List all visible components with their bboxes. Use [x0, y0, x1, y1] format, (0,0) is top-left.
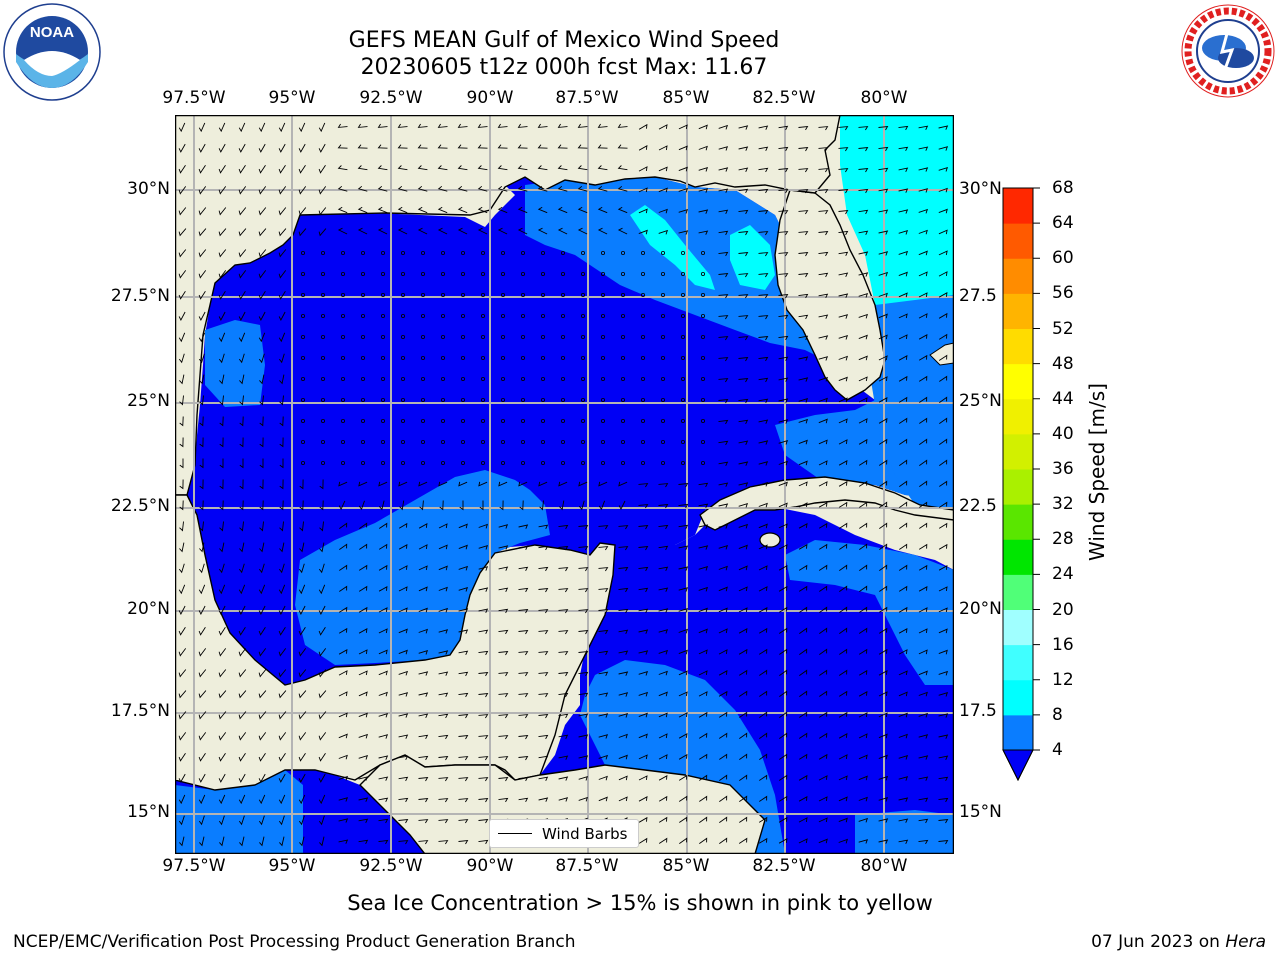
- lon-label-top: 97.5°W: [162, 88, 225, 108]
- colorbar-tick: 16: [1052, 635, 1074, 655]
- lon-label-top: 80°W: [861, 88, 908, 108]
- lat-label-left: 17.5°N: [111, 701, 170, 721]
- chart-title: GEFS MEAN Gulf of Mexico Wind Speed: [0, 28, 1128, 54]
- colorbar-segment: [1003, 258, 1033, 294]
- colorbar-segment: [1003, 504, 1033, 540]
- colorbar-tick: 32: [1052, 494, 1074, 514]
- footer-date: 07 Jun 2023 on Hera: [1091, 932, 1266, 952]
- lat-label-right: 20°N: [959, 599, 1002, 619]
- lon-label-bottom: 97.5°W: [162, 856, 225, 876]
- speed-zone-4-8: [205, 320, 265, 407]
- colorbar-tick: 36: [1052, 459, 1074, 479]
- colorbar-segment: [1003, 469, 1033, 505]
- colorbar-tick: 60: [1052, 248, 1074, 268]
- colorbar-tick: 56: [1052, 283, 1074, 303]
- island-land: [760, 533, 780, 547]
- colorbar-tick: 40: [1052, 424, 1074, 444]
- lon-label-top: 82.5°W: [752, 88, 815, 108]
- lon-label-bottom: 87.5°W: [555, 856, 618, 876]
- lat-label-left: 27.5°N: [111, 286, 170, 306]
- colorbar-tick: 28: [1052, 529, 1074, 549]
- lon-label-bottom: 90°W: [467, 856, 514, 876]
- lat-label-right: 27.5: [959, 286, 997, 306]
- lon-label-bottom: 92.5°W: [359, 856, 422, 876]
- colorbar-tick: 48: [1052, 354, 1074, 374]
- colorbar-segment: [1003, 329, 1033, 365]
- wind-barbs-legend: Wind Barbs: [489, 819, 639, 848]
- lon-label-top: 85°W: [663, 88, 710, 108]
- colorbar-under-arrow: [1003, 750, 1033, 780]
- nws-logo: [1178, 2, 1278, 100]
- lon-label-bottom: 85°W: [663, 856, 710, 876]
- chart-subtitle: 20230605 t12z 000h fcst Max: 11.67: [0, 55, 1128, 81]
- legend-line: [498, 833, 532, 834]
- lat-label-left: 25°N: [127, 391, 170, 411]
- colorbar-tick: 44: [1052, 389, 1074, 409]
- colorbar-segment: [1003, 715, 1033, 751]
- colorbar-tick: 64: [1052, 213, 1074, 233]
- lat-label-right: 17.5: [959, 701, 997, 721]
- colorbar-segment: [1003, 399, 1033, 435]
- lat-label-left: 22.5°N: [111, 496, 170, 516]
- colorbar-segment: [1003, 610, 1033, 646]
- colorbar-tick: 24: [1052, 564, 1074, 584]
- colorbar-tick: 52: [1052, 319, 1074, 339]
- colorbar-segment: [1003, 539, 1033, 575]
- lon-label-top: 90°W: [467, 88, 514, 108]
- lon-label-bottom: 80°W: [861, 856, 908, 876]
- lon-label-top: 95°W: [269, 88, 316, 108]
- colorbar-segment: [1003, 645, 1033, 681]
- colorbar-segment: [1003, 680, 1033, 716]
- colorbar-tick: 4: [1052, 740, 1063, 760]
- lat-label-right: 30°N: [959, 179, 1002, 199]
- colorbar-segment: [1003, 293, 1033, 329]
- colorbar-tick: 68: [1052, 178, 1074, 198]
- colorbar-segment: [1003, 434, 1033, 470]
- footer-host: Hera: [1225, 932, 1266, 952]
- colorbar-segment: [1003, 574, 1033, 610]
- lat-label-right: 15°N: [959, 802, 1002, 822]
- sea-ice-note: Sea Ice Concentration > 15% is shown in …: [0, 891, 1280, 915]
- footer-date-text: 07 Jun 2023 on: [1091, 932, 1225, 952]
- lon-label-bottom: 95°W: [269, 856, 316, 876]
- wind-speed-map: [175, 115, 954, 854]
- colorbar-tick: 8: [1052, 705, 1063, 725]
- colorbar-segment: [1003, 188, 1033, 224]
- colorbar-segment: [1003, 364, 1033, 400]
- colorbar-tick: 12: [1052, 670, 1074, 690]
- footer-credit: NCEP/EMC/Verification Post Processing Pr…: [13, 932, 576, 952]
- lon-label-top: 92.5°W: [359, 88, 422, 108]
- colorbar-tick: 20: [1052, 600, 1074, 620]
- lat-label-left: 30°N: [127, 179, 170, 199]
- lat-label-left: 15°N: [127, 802, 170, 822]
- lon-label-bottom: 82.5°W: [752, 856, 815, 876]
- legend-label: Wind Barbs: [542, 825, 627, 843]
- colorbar-segment: [1003, 223, 1033, 259]
- speed-zone-4-8: [855, 810, 954, 854]
- colorbar-label: Wind Speed [m/s]: [1085, 383, 1109, 561]
- lat-label-right: 22.5: [959, 496, 997, 516]
- lat-label-left: 20°N: [127, 599, 170, 619]
- lon-label-top: 87.5°W: [555, 88, 618, 108]
- colorbar: [1000, 186, 1040, 784]
- lat-label-right: 25°N: [959, 391, 1002, 411]
